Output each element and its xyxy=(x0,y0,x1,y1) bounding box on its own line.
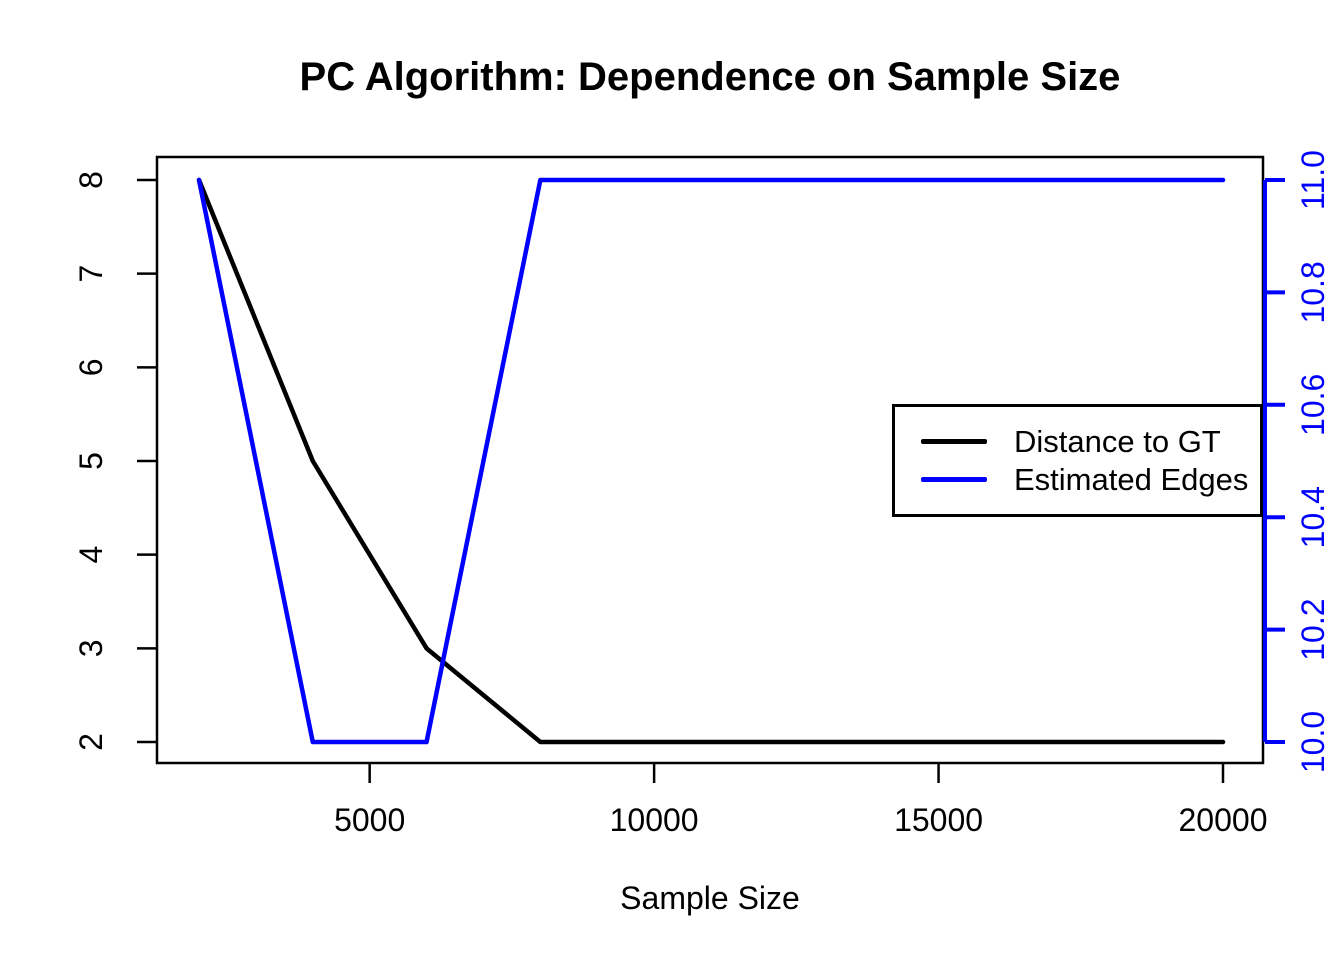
x-axis-label: Sample Size xyxy=(620,880,800,916)
x-tick-label: 10000 xyxy=(610,802,699,838)
legend: Distance to GT Estimated Edges xyxy=(892,404,1263,517)
series-line-estimated-edges xyxy=(196,177,1226,745)
legend-label: Estimated Edges xyxy=(1014,461,1249,497)
left-tick-label: 3 xyxy=(73,639,109,657)
right-tick-label: 10.0 xyxy=(1295,711,1331,773)
right-tick-label: 10.8 xyxy=(1295,261,1331,323)
legend-label: Distance to GT xyxy=(1014,423,1221,459)
legend-item-estimated-edges: Estimated Edges xyxy=(895,461,1260,499)
left-tick-label: 6 xyxy=(73,358,109,376)
right-tick-label: 10.4 xyxy=(1295,486,1331,548)
legend-line-sample-blue xyxy=(921,477,987,482)
right-tick-label: 10.2 xyxy=(1295,598,1331,660)
left-tick-label: 7 xyxy=(73,265,109,283)
legend-item-distance-to-gt: Distance to GT xyxy=(895,423,1260,461)
right-tick-label: 11.0 xyxy=(1295,150,1331,210)
series-line-distance-to-gt xyxy=(196,177,1226,745)
left-tick-label: 2 xyxy=(73,733,109,751)
chart-title: PC Algorithm: Dependence on Sample Size xyxy=(299,55,1121,99)
left-tick-label: 4 xyxy=(73,546,109,564)
x-tick-label: 20000 xyxy=(1179,802,1268,838)
left-tick-label: 8 xyxy=(73,171,109,189)
x-tick-label: 5000 xyxy=(334,802,405,838)
x-tick-label: 15000 xyxy=(894,802,983,838)
right-tick-label: 10.6 xyxy=(1295,374,1331,436)
left-tick-label: 5 xyxy=(73,452,109,470)
legend-line-sample-black xyxy=(921,439,987,444)
plot-box xyxy=(155,155,1265,765)
